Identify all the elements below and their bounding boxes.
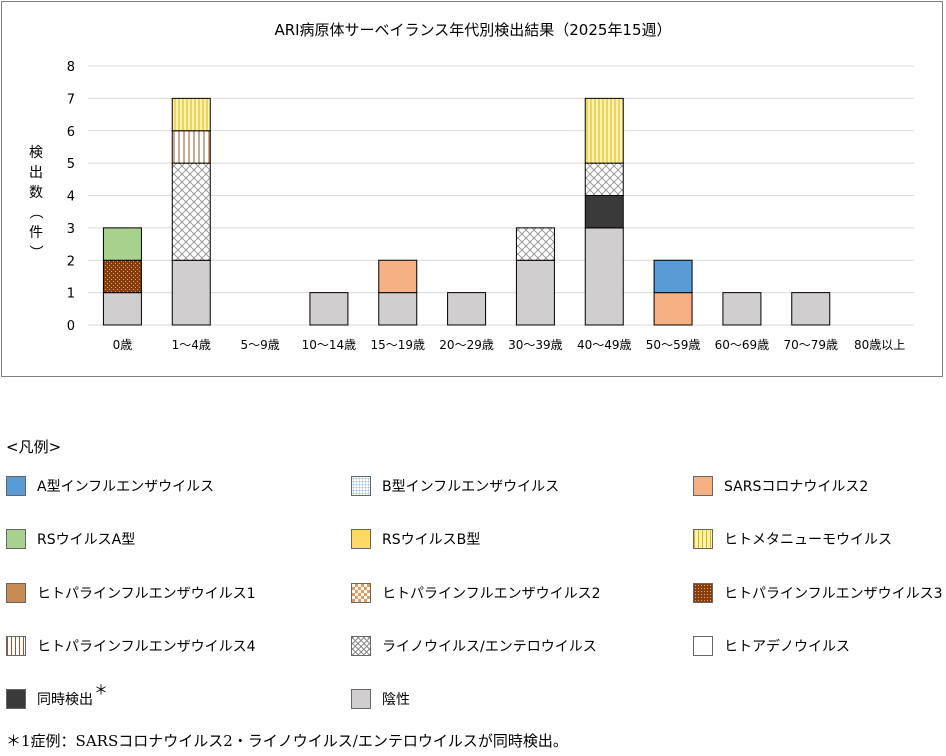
legend-footnote-mark: ＊ bbox=[94, 683, 108, 699]
x-tick-label: 60～69歳 bbox=[715, 338, 770, 352]
legend-label: ヒトパラインフルエンザウイルス3 bbox=[724, 586, 943, 602]
legend-item-rhino: ライノウイルス/エンテロウイルス bbox=[351, 634, 597, 658]
chart-title: ARI病原体サーベイランス年代別検出結果（2025年15週） bbox=[274, 21, 671, 39]
bar-segment-neg bbox=[447, 292, 487, 326]
legend-label: SARSコロナウイルス2 bbox=[724, 479, 869, 495]
legend-swatch-fluB bbox=[351, 476, 371, 496]
legend-item-rsva: RSウイルスA型 bbox=[6, 527, 135, 551]
bar-segment-hmpv bbox=[584, 97, 624, 164]
bar-segment-neg bbox=[515, 259, 555, 326]
bar-segment-hpiv4 bbox=[171, 130, 211, 164]
legend-label: ヒトアデノウイルス bbox=[724, 639, 850, 655]
legend-label: RSウイルスB型 bbox=[382, 532, 481, 548]
legend-swatch-hpiv2 bbox=[351, 583, 371, 603]
bar-segment-neg bbox=[171, 259, 211, 326]
legend-item-rsvb: RSウイルスB型 bbox=[351, 527, 480, 551]
x-tick-label: 30～39歳 bbox=[508, 338, 563, 352]
y-tick-label: 2 bbox=[67, 254, 75, 269]
x-tick-label: 5～9歳 bbox=[240, 338, 279, 352]
y-axis-label-char: 出 bbox=[29, 165, 43, 181]
bar-segment-neg bbox=[584, 227, 624, 326]
bar-segment-rhino bbox=[515, 227, 555, 261]
legend-label: ヒトメタニューモウイルス bbox=[724, 532, 892, 548]
legend-title: <凡例> bbox=[6, 438, 62, 456]
bar-segment-fluA bbox=[653, 259, 693, 294]
x-tick-label: 15～19歳 bbox=[370, 338, 425, 352]
legend-item-fluA: A型インフルエンザウイルス bbox=[6, 474, 214, 498]
legend-item-hpiv1: ヒトパラインフルエンザウイルス1 bbox=[6, 581, 256, 605]
y-tick-label: 7 bbox=[67, 92, 75, 107]
y-tick-label: 8 bbox=[67, 60, 75, 75]
legend-item-coinf: 同時検出＊ bbox=[6, 683, 108, 711]
bar-segment-neg bbox=[378, 292, 418, 326]
legend-swatch-rhino bbox=[351, 636, 371, 656]
legend-label: A型インフルエンザウイルス bbox=[37, 479, 215, 495]
y-axis-label-char: （ bbox=[27, 205, 43, 219]
legend-label: ヒトパラインフルエンザウイルス1 bbox=[37, 586, 256, 602]
bar-segment-coinf bbox=[584, 195, 624, 229]
legend-item-neg: 陰性 bbox=[351, 687, 410, 711]
legend-swatch-adeno bbox=[693, 636, 713, 656]
legend-label: ヒトパラインフルエンザウイルス4 bbox=[37, 639, 256, 655]
x-tick-label: 1～4歳 bbox=[172, 338, 211, 352]
x-tick-label: 80歳以上 bbox=[854, 338, 905, 352]
legend-swatch-coinf bbox=[6, 689, 26, 709]
legend-label: B型インフルエンザウイルス bbox=[382, 479, 560, 495]
bar-segment-neg bbox=[791, 292, 831, 326]
legend-item-hpiv3: ヒトパラインフルエンザウイルス3 bbox=[693, 581, 943, 605]
y-tick-label: 6 bbox=[67, 125, 75, 140]
footnote: ＊1症例：SARSコロナウイルス2・ライノウイルス/エンテロウイルスが同時検出。 bbox=[6, 732, 568, 750]
x-tick-label: 50～59歳 bbox=[646, 338, 701, 352]
legend-item-hmpv: ヒトメタニューモウイルス bbox=[693, 527, 892, 551]
bar-segment-neg bbox=[722, 292, 762, 326]
y-tick-label: 5 bbox=[67, 157, 75, 172]
legend-item-fluB: B型インフルエンザウイルス bbox=[351, 474, 559, 498]
legend-item-hpiv4: ヒトパラインフルエンザウイルス4 bbox=[6, 634, 256, 658]
legend-label: ヒトパラインフルエンザウイルス2 bbox=[382, 586, 601, 602]
x-tick-label: 20～29歳 bbox=[439, 338, 494, 352]
bar-segment-rhino bbox=[584, 162, 624, 196]
legend-label: 同時検出 bbox=[37, 692, 93, 708]
chart-svg: ARI病原体サーベイランス年代別検出結果（2025年15週） 検出数 （ 件 ） 0 1… bbox=[27, 21, 914, 352]
y-axis-label-char: 検 bbox=[29, 145, 43, 161]
bar-segment-neg bbox=[309, 292, 349, 326]
legend-item-adeno: ヒトアデノウイルス bbox=[693, 634, 850, 658]
bar-segment-neg bbox=[102, 292, 142, 326]
legend-swatch-sars bbox=[693, 476, 713, 496]
legend-swatch-fluA bbox=[6, 476, 26, 496]
x-tick-label: 70～79歳 bbox=[783, 338, 838, 352]
bar-segment-sars bbox=[378, 259, 418, 294]
legend-swatch-hpiv1 bbox=[6, 583, 26, 603]
x-tick-label: 10～14歳 bbox=[302, 338, 357, 352]
bar-segment-hmpv bbox=[171, 97, 211, 132]
y-axis-label-char: 数 bbox=[29, 185, 43, 201]
x-tick-label: 40～49歳 bbox=[577, 338, 632, 352]
legend-label: ライノウイルス/エンテロウイルス bbox=[382, 639, 597, 655]
legend-swatch-hpiv4 bbox=[6, 636, 26, 656]
legend-swatch-hmpv bbox=[693, 529, 713, 549]
y-axis-label-char: 件 bbox=[29, 225, 43, 241]
legend-label: 陰性 bbox=[382, 692, 410, 708]
chart-frame: ARI病原体サーベイランス年代別検出結果（2025年15週） 検出数 （ 件 ） 0 1… bbox=[1, 1, 943, 377]
y-tick-label: 3 bbox=[67, 222, 75, 237]
legend-item-sars: SARSコロナウイルス2 bbox=[693, 474, 868, 498]
legend-swatch-rsvb bbox=[351, 529, 371, 549]
x-tick-label: 0歳 bbox=[113, 338, 133, 352]
legend-swatch-rsva bbox=[6, 529, 26, 549]
legend-swatch-hpiv3 bbox=[693, 583, 713, 603]
legend-label: RSウイルスA型 bbox=[37, 532, 136, 548]
bar-segment-sars bbox=[653, 292, 693, 326]
legend-item-hpiv2: ヒトパラインフルエンザウイルス2 bbox=[351, 581, 601, 605]
y-tick-label: 1 bbox=[67, 287, 75, 302]
y-tick-label: 0 bbox=[67, 319, 75, 334]
y-axis-label-char: ） bbox=[27, 245, 43, 259]
bar-segment-rhino bbox=[171, 162, 211, 261]
y-tick-label: 4 bbox=[67, 190, 75, 205]
y-axis-label: 検出数 （ 件 ） bbox=[27, 145, 43, 259]
bar-segment-rsva bbox=[102, 227, 142, 261]
bar-segment-hpiv3 bbox=[102, 259, 142, 294]
legend-swatch-neg bbox=[351, 689, 371, 709]
